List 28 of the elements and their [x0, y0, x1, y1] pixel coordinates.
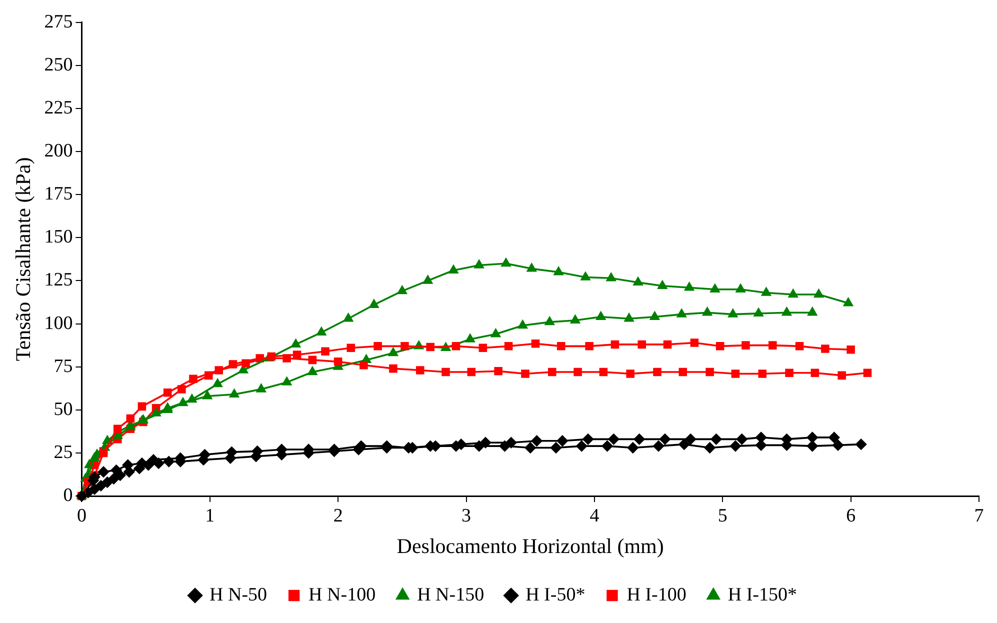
- legend-label: H N-50: [210, 584, 268, 606]
- y-tick-label: 75: [54, 356, 73, 377]
- y-tick-label: 0: [63, 484, 73, 506]
- y-tick-label: 275: [44, 11, 73, 32]
- y-tick-label: 200: [44, 140, 73, 162]
- y-tick-label: 100: [44, 312, 73, 334]
- x-tick-label: 5: [718, 505, 728, 526]
- legend-label: H I-50*: [526, 584, 586, 606]
- x-tick-label: 6: [846, 505, 856, 526]
- y-tick-label: 250: [44, 54, 73, 76]
- x-axis-title: Deslocamento Horizontal (mm): [396, 534, 664, 558]
- legend-label: H N-100: [308, 584, 376, 606]
- y-tick-label: 150: [44, 226, 73, 248]
- x-tick-label: 3: [462, 505, 472, 526]
- y-tick-label: 25: [54, 442, 73, 463]
- legend-label: H I-100: [626, 584, 686, 606]
- y-tick-label: 50: [54, 398, 73, 420]
- y-axis-title: Tensão Cisalhante (kPa): [11, 157, 36, 362]
- x-tick-label: 2: [333, 505, 343, 526]
- y-tick-label: 225: [44, 97, 73, 118]
- x-tick-label: 1: [205, 505, 215, 526]
- x-tick-label: 0: [76, 505, 86, 526]
- legend-label: H N-150: [417, 584, 484, 606]
- legend-label: H I-150*: [728, 584, 797, 606]
- x-tick-label: 4: [590, 505, 600, 526]
- y-tick-label: 175: [44, 184, 73, 205]
- x-tick-label: 7: [974, 505, 984, 526]
- y-tick-label: 125: [44, 270, 73, 291]
